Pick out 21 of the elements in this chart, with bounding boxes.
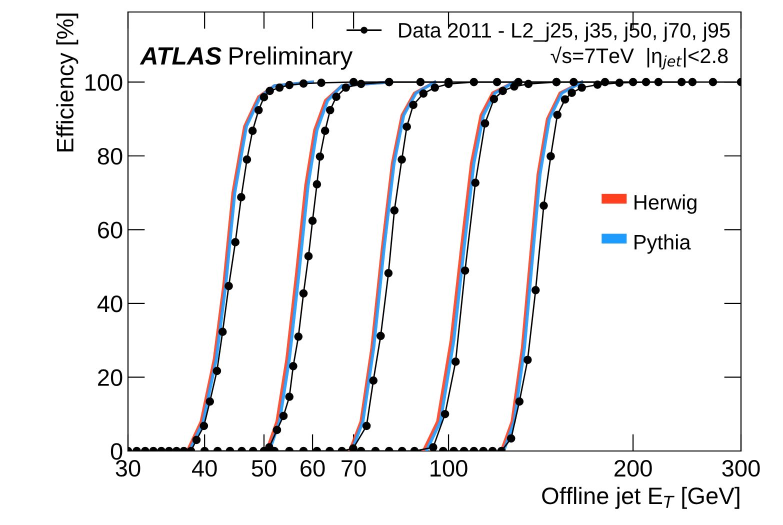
x-axis-title: Offline jet E$_{T}$ [GeV] [542, 486, 740, 509]
legend-label: Data 2011 - L2_j25, j35, j50, j70, j95 [399, 22, 730, 42]
x-tick-label: 200 [614, 460, 652, 477]
y-tick-label: 20 [98, 369, 122, 386]
x-tick-label: 100 [430, 460, 468, 477]
y-tick-label: 60 [98, 222, 122, 238]
x-tick-label: 40 [192, 460, 217, 477]
legend-label: Pythia [634, 234, 691, 254]
annotation: ATLAS Preliminary [140, 46, 353, 70]
x-tick-label: 60 [300, 460, 325, 477]
x-tick-label: 70 [342, 460, 366, 477]
y-tick-label: 100 [86, 74, 122, 91]
y-tick-label: 0 [110, 443, 122, 460]
x-tick-label: 300 [722, 460, 760, 477]
y-axis-title: Efficiency [%] [56, 14, 78, 152]
annotation: √s=7TeV |η$_{jet}$|<2.8 [550, 46, 728, 70]
x-tick-label: 30 [116, 460, 140, 477]
legend-label: Herwig [634, 194, 696, 214]
y-tick-label: 40 [97, 296, 122, 312]
y-tick-label: 80 [98, 148, 122, 165]
x-tick-label: 50 [252, 460, 276, 477]
